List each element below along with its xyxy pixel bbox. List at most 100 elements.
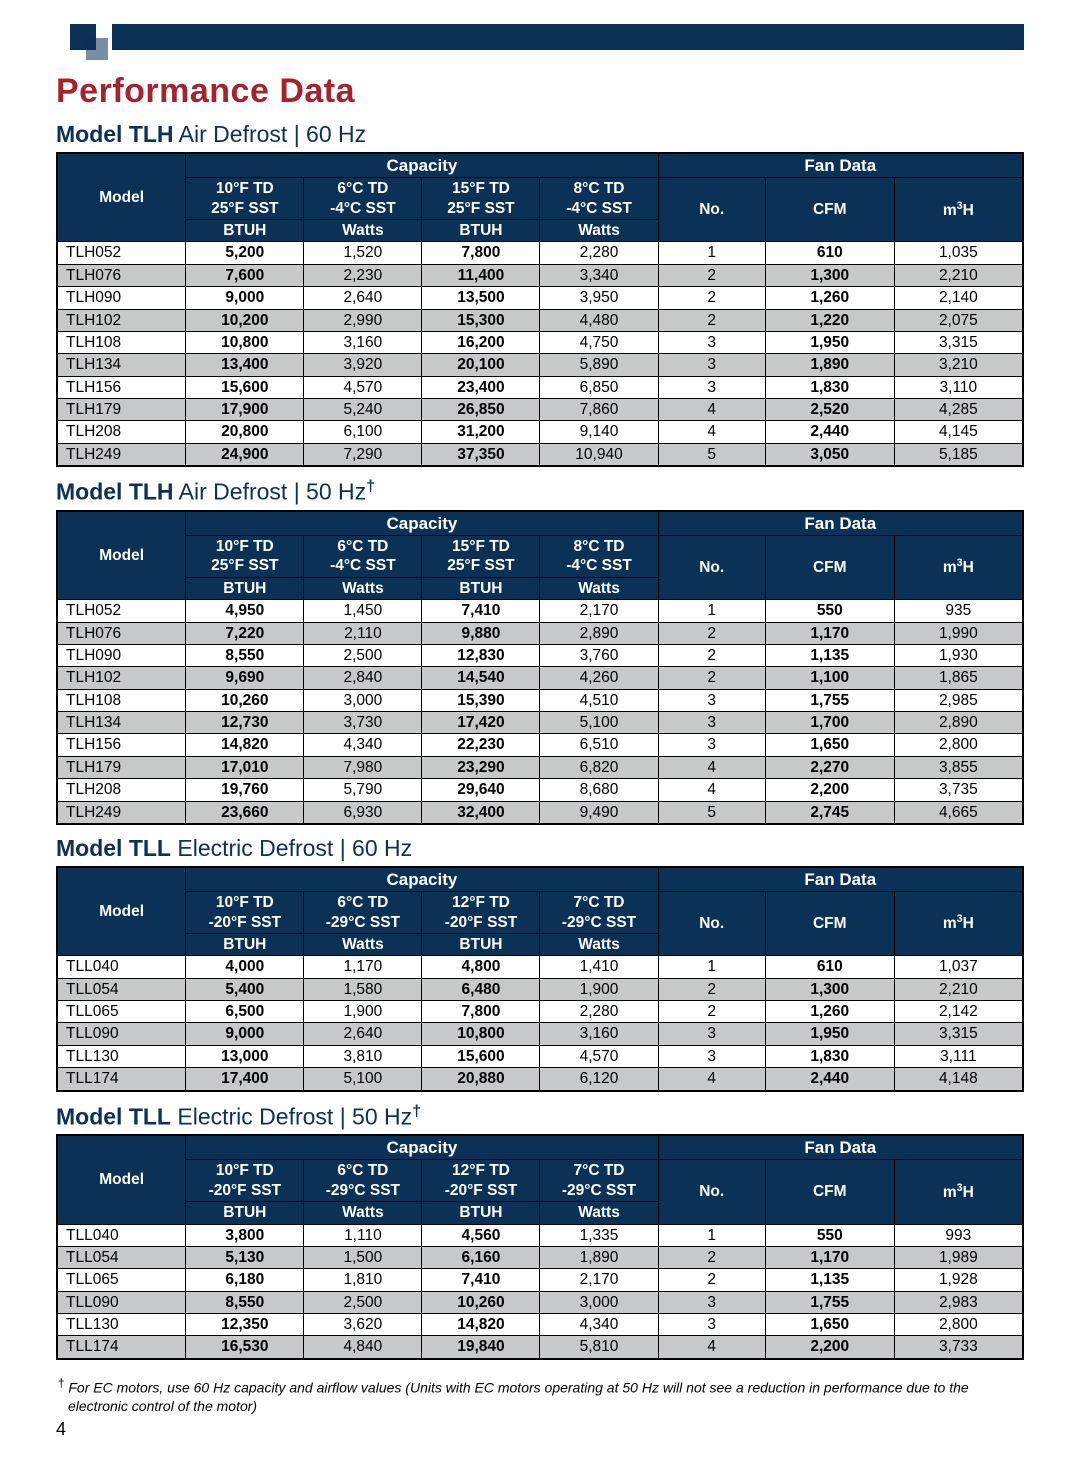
cell-value: 993 — [894, 1224, 1023, 1246]
cell-value: 1,830 — [765, 376, 894, 398]
cell-value: 9,690 — [186, 667, 304, 689]
cell-value: 1,135 — [765, 1269, 894, 1291]
cell-value: 20,800 — [186, 421, 304, 443]
cell-value: 1,755 — [765, 689, 894, 711]
cell-value: 5 — [658, 443, 765, 466]
cell-value: 2,270 — [765, 756, 894, 778]
table-row: TLH10810,8003,16016,2004,75031,9503,315 — [57, 331, 1023, 353]
cell-value: 2,985 — [894, 689, 1023, 711]
cell-value: 4,340 — [540, 1314, 658, 1336]
col-group-fan: Fan Data — [658, 153, 1023, 178]
cell-value: 3,800 — [186, 1224, 304, 1246]
cell-value: 3,735 — [894, 779, 1023, 801]
cell-value: 7,800 — [422, 242, 540, 264]
cell-model: TLL054 — [57, 978, 186, 1000]
cell-value: 4,000 — [186, 956, 304, 978]
section-title: Model TLL Electric Defrost | 60 Hz — [56, 835, 1024, 862]
cell-value: 1,520 — [304, 242, 422, 264]
cell-value: 7,410 — [422, 1269, 540, 1291]
col-unit: Watts — [304, 933, 422, 955]
cell-value: 550 — [765, 600, 894, 622]
table-row: TLL0545,4001,5806,4801,90021,3002,210 — [57, 978, 1023, 1000]
cell-value: 8,550 — [186, 644, 304, 666]
cell-value: 2,075 — [894, 309, 1023, 331]
cell-value: 4 — [658, 779, 765, 801]
section-title: Model TLH Air Defrost | 60 Hz — [56, 121, 1024, 148]
cell-model: TLL174 — [57, 1068, 186, 1091]
cell-value: 2 — [658, 667, 765, 689]
cell-value: 2,640 — [304, 1023, 422, 1045]
cell-value: 2,210 — [894, 978, 1023, 1000]
cell-value: 7,290 — [304, 443, 422, 466]
cell-value: 2,800 — [894, 1314, 1023, 1336]
cell-value: 2 — [658, 1246, 765, 1268]
cell-value: 2,500 — [304, 644, 422, 666]
cell-value: 4,340 — [304, 734, 422, 756]
cell-value: 3 — [658, 376, 765, 398]
cell-value: 3,855 — [894, 756, 1023, 778]
cell-value: 1,580 — [304, 978, 422, 1000]
cell-value: 1,950 — [765, 331, 894, 353]
cell-value: 610 — [765, 242, 894, 264]
cell-value: 1,335 — [540, 1224, 658, 1246]
table-row: TLH0909,0002,64013,5003,95021,2602,140 — [57, 287, 1023, 309]
cell-value: 1 — [658, 600, 765, 622]
cell-value: 7,220 — [186, 622, 304, 644]
cell-value: 20,880 — [422, 1068, 540, 1091]
cell-value: 3,160 — [540, 1023, 658, 1045]
col-unit: BTUH — [422, 1202, 540, 1224]
col-subhead: 6°C TD-29°C SST — [304, 892, 422, 934]
cell-value: 5,790 — [304, 779, 422, 801]
cell-value: 3,160 — [304, 331, 422, 353]
cell-value: 16,200 — [422, 331, 540, 353]
col-unit: Watts — [304, 220, 422, 242]
table-row: TLL0656,5001,9007,8002,28021,2602,142 — [57, 1001, 1023, 1023]
cell-value: 15,390 — [422, 689, 540, 711]
cell-value: 12,830 — [422, 644, 540, 666]
cell-value: 1,755 — [765, 1291, 894, 1313]
col-model: Model — [57, 1135, 186, 1224]
cell-value: 2,990 — [304, 309, 422, 331]
section-title: Model TLL Electric Defrost | 50 Hz† — [56, 1102, 1024, 1131]
cell-value: 2,890 — [540, 622, 658, 644]
cell-model: TLH102 — [57, 667, 186, 689]
cell-value: 6,160 — [422, 1246, 540, 1268]
cell-value: 2,140 — [894, 287, 1023, 309]
col-group-capacity: Capacity — [186, 511, 658, 536]
cell-value: 3,730 — [304, 712, 422, 734]
col-unit: BTUH — [422, 220, 540, 242]
cell-value: 2,983 — [894, 1291, 1023, 1313]
table-row: TLH0767,2202,1109,8802,89021,1701,990 — [57, 622, 1023, 644]
cell-model: TLH249 — [57, 443, 186, 466]
cell-value: 2,440 — [765, 421, 894, 443]
cell-value: 6,510 — [540, 734, 658, 756]
cell-value: 29,640 — [422, 779, 540, 801]
cell-value: 9,140 — [540, 421, 658, 443]
cell-value: 4,570 — [304, 376, 422, 398]
cell-value: 4 — [658, 756, 765, 778]
cell-value: 5,400 — [186, 978, 304, 1000]
cell-value: 3,315 — [894, 1023, 1023, 1045]
performance-table: ModelCapacityFan Data10°F TD25°F SST6°C … — [56, 152, 1024, 467]
cell-model: TLH108 — [57, 331, 186, 353]
cell-model: TLL130 — [57, 1314, 186, 1336]
cell-value: 1,830 — [765, 1045, 894, 1067]
cell-value: 4,665 — [894, 801, 1023, 824]
footnote-marker: † — [58, 1377, 64, 1390]
cell-value: 10,260 — [422, 1291, 540, 1313]
cell-model: TLH156 — [57, 376, 186, 398]
cell-value: 6,180 — [186, 1269, 304, 1291]
col-cfm: CFM — [765, 536, 894, 600]
table-row: TLH20819,7605,79029,6408,68042,2003,735 — [57, 779, 1023, 801]
cell-value: 2 — [658, 1001, 765, 1023]
table-row: TLL0404,0001,1704,8001,41016101,037 — [57, 956, 1023, 978]
cell-value: 3,110 — [894, 376, 1023, 398]
cell-model: TLH076 — [57, 264, 186, 286]
cell-model: TLL040 — [57, 1224, 186, 1246]
cell-value: 1 — [658, 1224, 765, 1246]
cell-value: 2,520 — [765, 399, 894, 421]
table-row: TLH0524,9501,4507,4102,1701550935 — [57, 600, 1023, 622]
cell-value: 4,260 — [540, 667, 658, 689]
col-group-fan: Fan Data — [658, 1135, 1023, 1160]
table-row: TLH13412,7303,73017,4205,10031,7002,890 — [57, 712, 1023, 734]
